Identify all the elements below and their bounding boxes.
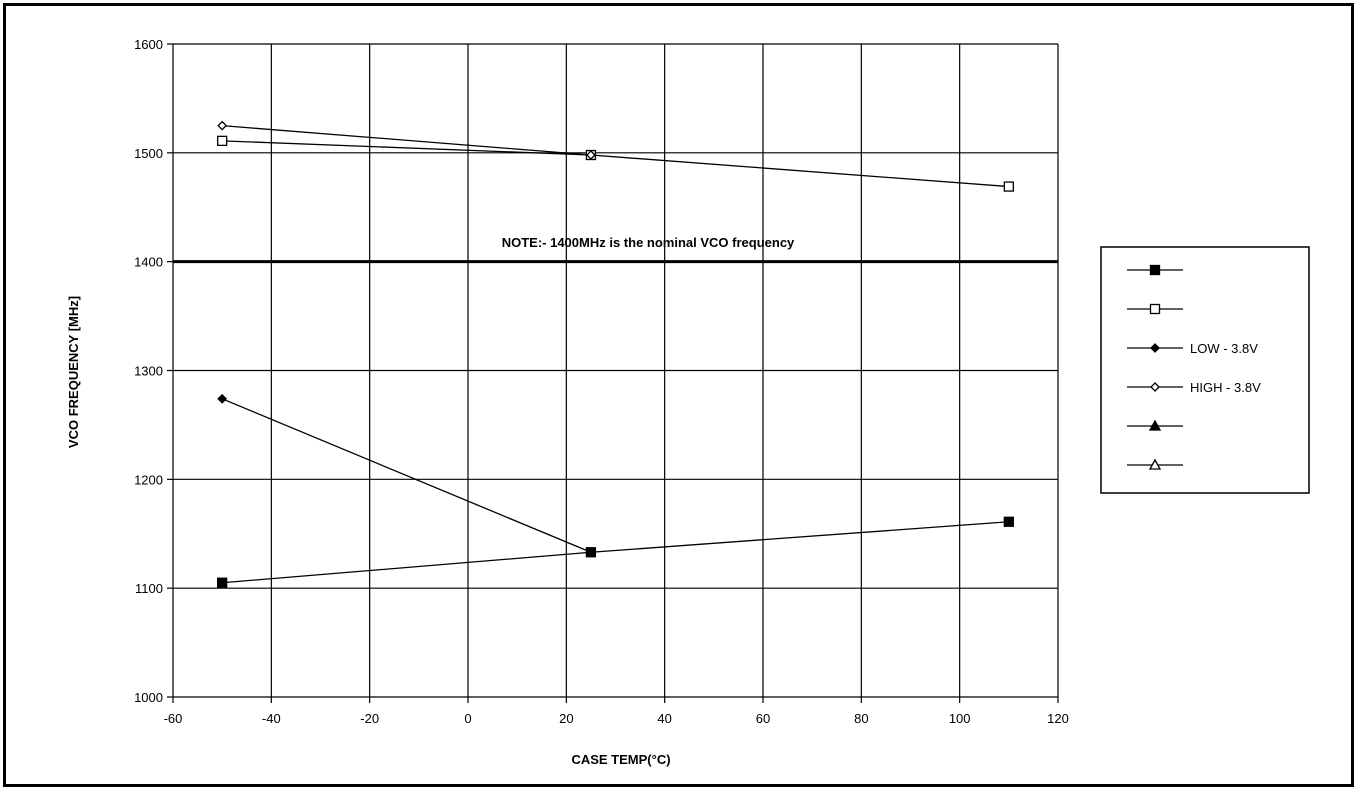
series-group [217, 120, 1014, 588]
series-line [222, 521, 1009, 584]
grid [167, 43, 1059, 703]
x-tick-label: 120 [1047, 711, 1069, 726]
series-line [222, 124, 591, 156]
x-tick-label: -40 [262, 711, 281, 726]
legend-marker [1149, 264, 1161, 276]
series-1 [222, 521, 1009, 584]
y-axis-title: VCO FREQUENCY [MHz] [66, 296, 81, 448]
legend-marker [1150, 382, 1160, 392]
legend: LOW - 3.8V HIGH - 3.8V [1100, 246, 1310, 494]
y-tick-label: 1000 [134, 690, 163, 705]
legend-marker [1150, 343, 1160, 353]
data-point [585, 150, 596, 160]
series-4-points [217, 120, 596, 160]
x-tick-label: 20 [559, 711, 573, 726]
y-tick-label: 1500 [134, 146, 163, 161]
x-tick-labels: -60 -40 -20 0 20 40 60 80 100 120 [164, 711, 1069, 726]
legend-marker [1149, 303, 1161, 315]
x-tick-label: 60 [756, 711, 770, 726]
series-2-points [217, 135, 1014, 192]
legend-entry [1127, 303, 1183, 315]
x-tick-label: 80 [854, 711, 868, 726]
legend-entry [1127, 419, 1183, 431]
y-tick-label: 1100 [135, 581, 163, 596]
legend-entry: HIGH - 3.8V [1127, 380, 1261, 395]
x-axis-title: CASE TEMP(°C) [571, 752, 670, 767]
series-line [222, 140, 1009, 188]
y-tick-label: 1300 [134, 364, 163, 379]
series-4 [222, 124, 591, 156]
x-tick-label: -60 [164, 711, 183, 726]
data-point [217, 393, 228, 404]
legend-entry [1127, 264, 1183, 276]
legend-marker [1148, 419, 1162, 431]
x-tick-label: 40 [657, 711, 671, 726]
data-point [217, 135, 228, 147]
y-tick-label: 1600 [134, 37, 163, 52]
legend-entry [1127, 458, 1183, 470]
x-tick-label: -20 [360, 711, 379, 726]
series-3-points [217, 393, 596, 558]
series-1-points [217, 516, 1014, 588]
legend-marker [1148, 458, 1162, 470]
legend-box [1100, 246, 1310, 494]
data-point [217, 577, 228, 588]
y-tick-label: 1200 [134, 472, 163, 487]
legend-label: HIGH - 3.8V [1190, 380, 1261, 395]
series-line [221, 398, 592, 553]
series-2 [222, 140, 1009, 188]
data-point [1003, 516, 1014, 527]
nominal-frequency-note: NOTE:- 1400MHz is the nominal VCO freque… [502, 235, 795, 250]
legend-label: LOW - 3.8V [1190, 341, 1258, 356]
y-tick-label: 1400 [134, 255, 163, 270]
legend-entry: LOW - 3.8V [1127, 341, 1258, 356]
y-tick-labels: 1000 1100 1200 1300 1400 1500 1600 [134, 37, 163, 705]
series-3 [221, 398, 592, 553]
x-tick-label: 100 [949, 711, 971, 726]
x-tick-label: 0 [464, 711, 471, 726]
data-point [1003, 181, 1014, 192]
data-point [217, 120, 228, 131]
data-point [585, 547, 596, 558]
